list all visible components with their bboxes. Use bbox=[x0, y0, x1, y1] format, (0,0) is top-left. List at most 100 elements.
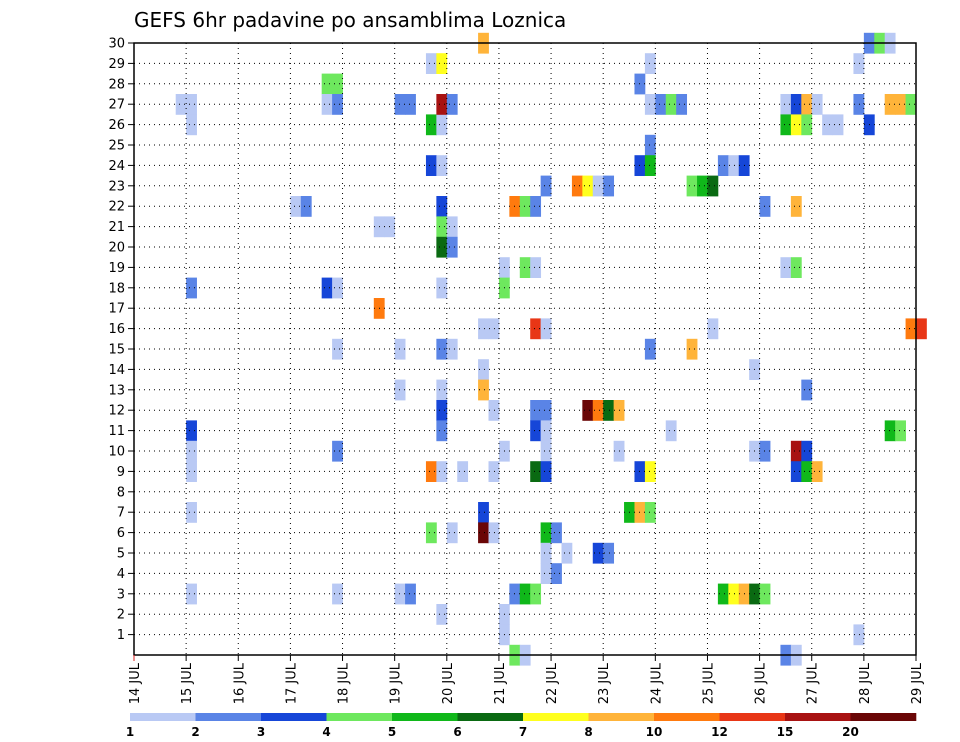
heatmap-cell bbox=[186, 114, 197, 136]
y-tick-label: 17 bbox=[108, 302, 125, 317]
heatmap-cell bbox=[436, 420, 448, 442]
heatmap-cell bbox=[446, 236, 458, 258]
heatmap-cell bbox=[592, 400, 604, 421]
heatmap-cell bbox=[655, 94, 667, 115]
y-tick-label: 3 bbox=[117, 587, 125, 602]
y-tick-label: 23 bbox=[108, 179, 125, 194]
heatmap-cell bbox=[175, 94, 187, 115]
legend-swatch bbox=[261, 713, 327, 721]
legend-label: 8 bbox=[584, 725, 592, 739]
heatmap-cell bbox=[530, 257, 542, 278]
heatmap-cell bbox=[801, 379, 813, 401]
heatmap-cell bbox=[790, 440, 802, 462]
heatmap-cell bbox=[530, 420, 542, 442]
heatmap-cell bbox=[790, 94, 802, 115]
heatmap-cell bbox=[436, 338, 448, 360]
legend-swatch bbox=[785, 713, 851, 721]
x-tick-label: 25 JUL bbox=[701, 662, 716, 704]
y-tick-label: 7 bbox=[117, 506, 125, 521]
heatmap-cell bbox=[488, 522, 500, 544]
heatmap-cell bbox=[321, 94, 333, 115]
y-tick-label: 8 bbox=[117, 485, 125, 500]
heatmap-cell bbox=[644, 53, 656, 74]
heatmap-cell bbox=[186, 440, 197, 462]
x-tick-label: 19 JUL bbox=[389, 662, 404, 704]
heatmap-cell bbox=[676, 94, 688, 115]
heatmap-cell bbox=[707, 318, 719, 340]
legend-label: 7 bbox=[519, 725, 527, 739]
heatmap-cell bbox=[780, 94, 792, 115]
x-tick-label: 27 JUL bbox=[806, 662, 821, 704]
heatmap-cell bbox=[436, 236, 448, 258]
heatmap-cell bbox=[290, 196, 302, 217]
heatmap-cell bbox=[436, 277, 448, 299]
heatmap-cell bbox=[436, 155, 448, 176]
y-tick-label: 1 bbox=[117, 628, 125, 643]
heatmap-cell bbox=[665, 420, 677, 442]
heatmap-cell bbox=[728, 155, 740, 176]
y-tick-label: 30 bbox=[108, 37, 125, 52]
heatmap-cell bbox=[186, 94, 197, 115]
heatmap-cell bbox=[478, 522, 489, 544]
heatmap-cell bbox=[592, 175, 604, 197]
heatmap-cell bbox=[540, 440, 552, 462]
heatmap-cell bbox=[853, 53, 865, 74]
x-tick-label: 23 JUL bbox=[597, 662, 612, 704]
y-tick-label: 5 bbox=[117, 547, 125, 562]
heatmap-cell bbox=[436, 196, 448, 217]
x-tick-label: 22 JUL bbox=[545, 662, 560, 704]
legend-swatch bbox=[654, 713, 720, 721]
heatmap-cell bbox=[832, 114, 844, 136]
heatmap-cell bbox=[603, 400, 615, 421]
legend-label: 6 bbox=[453, 725, 461, 739]
heatmap-cell bbox=[811, 461, 823, 482]
heatmap-cell bbox=[186, 420, 197, 442]
heatmap-cell bbox=[644, 461, 656, 482]
heatmap-cell bbox=[425, 114, 437, 136]
heatmap-cell bbox=[436, 53, 448, 74]
heatmap-cell bbox=[530, 318, 542, 340]
heatmap-cell bbox=[332, 277, 343, 299]
y-tick-label: 6 bbox=[117, 526, 125, 541]
y-tick-label: 26 bbox=[108, 118, 125, 133]
heatmap-cell bbox=[717, 583, 729, 605]
heatmap-cell bbox=[759, 583, 771, 605]
heatmap-cell bbox=[644, 134, 656, 156]
heatmap-cell bbox=[571, 175, 583, 197]
heatmap-cell bbox=[644, 94, 656, 115]
x-tick-label: 21 JUL bbox=[493, 662, 508, 704]
x-axis: 14 JUL 15 JUL 16 JUL 17 JUL 18 JUL 19 JUL 20 J… bbox=[128, 655, 925, 704]
heatmap-cell bbox=[540, 318, 552, 340]
heatmap-cell bbox=[425, 155, 437, 176]
heatmap-cell bbox=[905, 318, 917, 340]
heatmap-cell bbox=[551, 522, 562, 544]
heatmap-cell bbox=[321, 277, 333, 299]
heatmap-cell bbox=[425, 53, 437, 74]
x-tick-label: 15 JUL bbox=[180, 662, 195, 704]
heatmap-cell bbox=[551, 563, 562, 584]
heatmap-cell bbox=[801, 94, 813, 115]
heatmap-cell bbox=[884, 420, 896, 442]
y-tick-label: 10 bbox=[108, 445, 125, 460]
heatmap-cell bbox=[686, 338, 698, 360]
heatmap-cell bbox=[707, 175, 719, 197]
heatmap-cell bbox=[332, 440, 343, 462]
x-tick-label: 29 JUL bbox=[910, 662, 925, 704]
heatmap-cell bbox=[530, 400, 542, 421]
heatmap-cell bbox=[540, 461, 552, 482]
heatmap-cell bbox=[540, 522, 552, 544]
heatmap-cell bbox=[697, 175, 708, 197]
heatmap-cell bbox=[686, 175, 698, 197]
heatmap-cell bbox=[436, 461, 448, 482]
heatmap-cell bbox=[186, 461, 197, 482]
y-tick-label: 20 bbox=[108, 241, 125, 256]
heatmap-cell bbox=[561, 542, 573, 564]
y-tick-label: 4 bbox=[117, 567, 125, 582]
heatmap-cell bbox=[436, 604, 448, 625]
legend-label: 5 bbox=[388, 725, 396, 739]
y-tick-label: 15 bbox=[108, 343, 125, 358]
y-tick-label: 28 bbox=[108, 77, 125, 92]
heatmap-cell bbox=[790, 196, 802, 217]
heatmap-cell bbox=[603, 542, 615, 564]
